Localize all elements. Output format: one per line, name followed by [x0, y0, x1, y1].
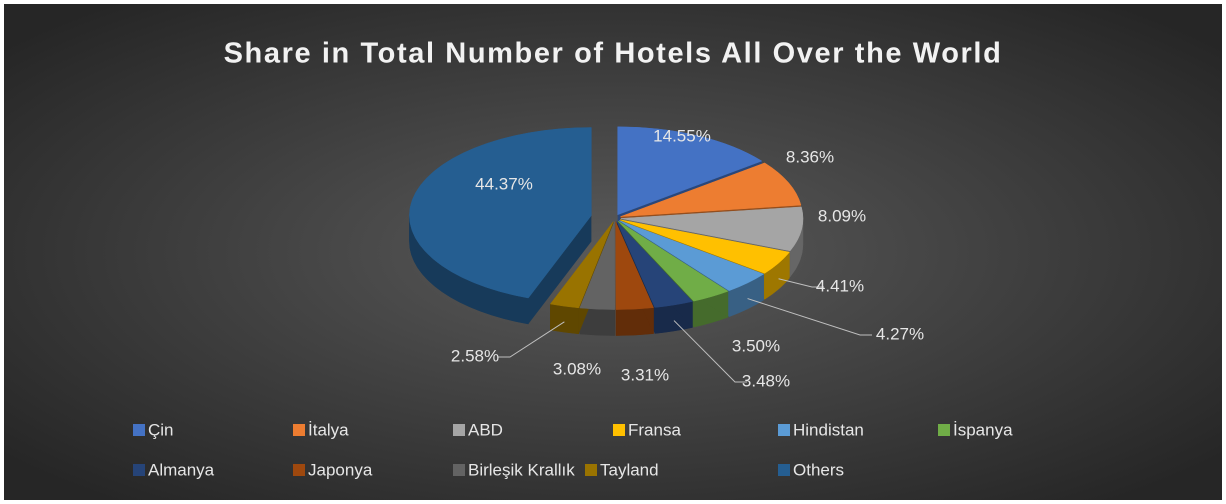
legend-label: Japonya: [308, 460, 373, 479]
legend-label: İspanya: [953, 420, 1013, 439]
data-label: 14.55%: [653, 126, 711, 145]
legend-swatch: [453, 424, 465, 436]
legend-label: Almanya: [148, 460, 215, 479]
pie-tops: [409, 126, 804, 310]
legend-label: Birleşik Krallık: [468, 460, 575, 479]
data-label: 8.36%: [786, 147, 834, 166]
slice: [549, 221, 614, 309]
data-label: 3.08%: [553, 359, 601, 378]
leader-line: [778, 278, 824, 288]
legend-swatch: [133, 424, 145, 436]
data-label: 3.31%: [621, 365, 669, 384]
slice: [617, 126, 763, 216]
leader-line: [498, 321, 565, 358]
slice: [616, 221, 693, 308]
legend-swatch: [293, 464, 305, 476]
data-label: 8.09%: [818, 206, 866, 225]
slice: [579, 221, 616, 310]
slice-wall: [528, 215, 592, 325]
data-label: 4.41%: [816, 276, 864, 295]
legend-label: Fransa: [628, 420, 681, 439]
legend-swatch: [778, 424, 790, 436]
chart-title: Share in Total Number of Hotels All Over…: [224, 38, 1003, 70]
slice: [615, 221, 654, 310]
legend-label: ABD: [468, 420, 503, 439]
leader-line: [747, 298, 872, 336]
legend-swatch: [585, 464, 597, 476]
slice: [619, 220, 765, 291]
data-label: 3.50%: [732, 336, 780, 355]
legend-label: Tayland: [600, 460, 659, 479]
legend-label: İtalya: [308, 420, 349, 439]
slice: [617, 220, 729, 302]
data-label: 2.58%: [451, 346, 499, 365]
legend-label: Hindistan: [793, 420, 864, 439]
data-label: 44.37%: [475, 174, 533, 193]
slice: [409, 127, 592, 299]
legend-swatch: [778, 464, 790, 476]
legend-swatch: [453, 464, 465, 476]
data-label: 4.27%: [876, 324, 924, 343]
legend-swatch: [938, 424, 950, 436]
legend-swatch: [293, 424, 305, 436]
slice: [620, 162, 802, 217]
legend-label: Çin: [148, 420, 174, 439]
slice: [620, 206, 804, 252]
leader-line: [673, 320, 747, 383]
legend-swatch: [613, 424, 625, 436]
data-label: 3.48%: [742, 371, 790, 390]
slice: [620, 219, 790, 274]
legend-swatch: [133, 464, 145, 476]
legend-label: Others: [793, 460, 844, 479]
